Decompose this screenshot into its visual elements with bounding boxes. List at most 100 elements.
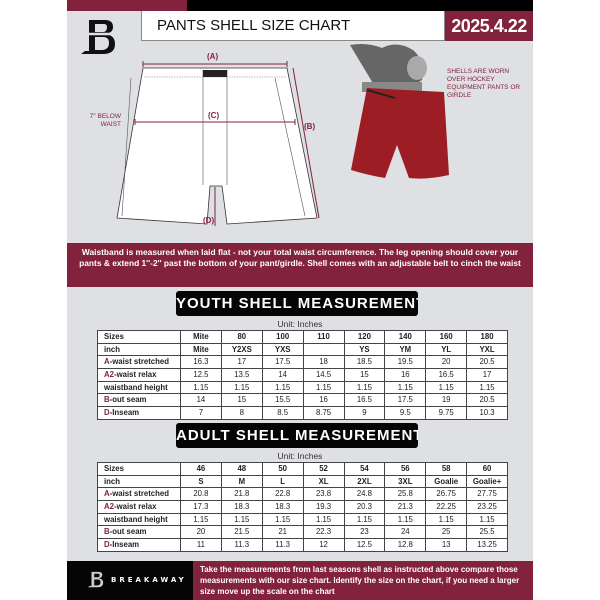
- table-cell: 17.3: [180, 500, 222, 514]
- label-d: (D): [203, 216, 214, 225]
- footer-brand-panel: [67, 561, 193, 600]
- label-a: (A): [207, 52, 218, 61]
- table-cell: 25.8: [384, 487, 427, 502]
- table-cell: 9.5: [384, 406, 427, 420]
- table-cell: YXL: [466, 342, 508, 357]
- measure-code: A: [104, 489, 110, 499]
- table-row: waistband height 1.15 1.15 1.15 1.15 1.15 1.15…: [97, 380, 508, 395]
- table-cell: 46: [180, 462, 222, 476]
- table-cell: 13.25: [466, 538, 508, 552]
- table-cell: Mite: [180, 330, 222, 344]
- measure-code: A2: [104, 501, 114, 511]
- table-cell: Mite: [180, 342, 222, 357]
- table-cell: YS: [343, 342, 386, 357]
- table-cell: 13.5: [220, 368, 263, 382]
- belt-buckle-icon: [203, 70, 227, 77]
- row-label: A-waist stretched: [97, 487, 181, 502]
- measure-label: -waist stretched: [109, 357, 170, 367]
- measure-label: -out seam: [109, 395, 147, 405]
- table-row: B-out seam 14 15 15.5 16 16.5 17.5 19 20.5: [97, 393, 508, 408]
- measure-code: B: [104, 395, 110, 405]
- label-c: (C): [208, 111, 219, 120]
- measure-label: inch: [104, 476, 121, 486]
- table-cell: 19.3: [302, 500, 345, 514]
- table-cell: 16: [384, 368, 427, 382]
- table-cell: 1.15: [302, 380, 345, 395]
- pants-diagram: (A) (C) (B) (D): [116, 44, 449, 226]
- measurement-instructions-banner: Waistband is measured when laid flat - n…: [67, 243, 533, 287]
- row-label: waistband height: [97, 380, 181, 395]
- table-cell: 21: [261, 525, 304, 540]
- table-cell: 100: [261, 330, 304, 344]
- table-cell: 18.3: [220, 500, 263, 514]
- measure-label: -Inseam: [109, 407, 140, 417]
- table-cell: 7: [180, 406, 222, 420]
- measure-label: -out seam: [109, 527, 147, 537]
- measure-code: D: [104, 539, 110, 549]
- row-label: A2-waist relax: [97, 500, 181, 514]
- table-cell: 19.5: [384, 355, 427, 370]
- table-cell: 20: [425, 355, 468, 370]
- table-cell: YL: [425, 342, 468, 357]
- measure-label: -waist stretched: [109, 489, 170, 499]
- table-cell: 24.8: [343, 487, 386, 502]
- row-label: B-out seam: [97, 525, 181, 540]
- table-cell: 60: [466, 462, 508, 476]
- table-row: Sizes Mite 80 100 110 120 140 160 180: [97, 330, 508, 344]
- measure-label: inch: [104, 344, 121, 354]
- below-waist-note: 7'' BELOW WAIST: [89, 113, 121, 128]
- table-cell: 16: [302, 393, 345, 408]
- row-label: inch: [97, 474, 181, 489]
- table-cell: 16.5: [425, 368, 468, 382]
- table-cell: 16.5: [343, 393, 386, 408]
- row-label: D-Inseam: [97, 538, 181, 552]
- table-cell: 20.5: [466, 355, 508, 370]
- table-cell: 14.5: [302, 368, 345, 382]
- table-cell: YM: [384, 342, 427, 357]
- table-cell: 25: [425, 525, 468, 540]
- row-label: D-Inseam: [97, 406, 181, 420]
- table-cell: 13: [425, 538, 468, 552]
- table-cell: 11: [180, 538, 222, 552]
- row-label: waistband height: [97, 512, 181, 527]
- table-cell: 1.15: [180, 380, 222, 395]
- table-cell: 180: [466, 330, 508, 344]
- table-cell: 16.3: [180, 355, 222, 370]
- measure-label: waistband height: [104, 382, 168, 392]
- table-cell: 23.25: [466, 500, 508, 514]
- table-cell: 25.5: [466, 525, 508, 540]
- table-cell: 1.15: [466, 512, 508, 527]
- measure-label: -waist relax: [113, 501, 157, 511]
- table-cell: 56: [384, 462, 427, 476]
- measure-code: A: [104, 357, 110, 367]
- table-cell: 17: [220, 355, 263, 370]
- table-cell: 52: [302, 462, 345, 476]
- table-cell: M: [220, 474, 263, 489]
- table-cell: 10.3: [466, 406, 508, 420]
- table-cell: 1.15: [302, 512, 345, 527]
- table-row: A-waist stretched 20.8 21.8 22.8 23.8 24.8 25.…: [97, 487, 508, 502]
- table-cell: Goalie+: [466, 474, 508, 489]
- table-cell: 12: [302, 538, 345, 552]
- table-cell: 1.15: [425, 380, 468, 395]
- table-cell: 20.3: [343, 500, 386, 514]
- table-cell: 21.3: [384, 500, 427, 514]
- table-row: D-Inseam 7 8 8.5 8.75 9 9.5 9.75 10.3: [97, 406, 508, 420]
- table-cell: 24: [384, 525, 427, 540]
- table-cell: 21.8: [220, 487, 263, 502]
- table-cell: Y2XS: [220, 342, 263, 357]
- table-cell: 18.3: [261, 500, 304, 514]
- table-row: inch Mite Y2XS YXS YS YM YL YXL: [97, 342, 508, 357]
- page-title: PANTS SHELL SIZE CHART: [157, 17, 351, 34]
- row-label: A-waist stretched: [97, 355, 181, 370]
- chart-date: 2025.4.22: [445, 11, 533, 41]
- table-cell: 15: [220, 393, 263, 408]
- adult-section-title: ADULT SHELL MEASUREMENTS: [176, 423, 418, 448]
- row-label: inch: [97, 342, 181, 357]
- table-cell: 19: [425, 393, 468, 408]
- table-cell: 1.15: [261, 512, 304, 527]
- label-b: (B): [304, 122, 315, 131]
- table-cell: 11.3: [261, 538, 304, 552]
- table-cell: 9: [343, 406, 386, 420]
- table-row: A-waist stretched 16.3 17 17.5 18 18.5 19.5 20 2…: [97, 355, 508, 370]
